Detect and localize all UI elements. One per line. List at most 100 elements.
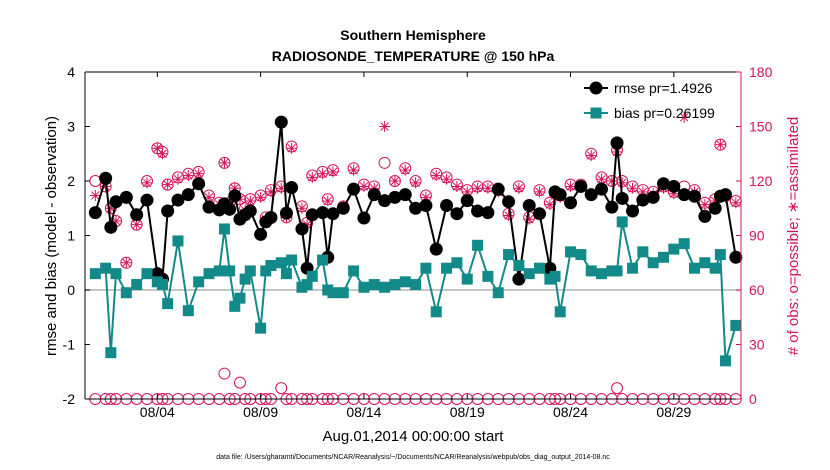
y2-tick-label: 150	[749, 119, 773, 135]
bias-point	[110, 268, 122, 280]
bias-point	[534, 262, 546, 274]
rmse-point	[646, 190, 660, 204]
bias-point	[162, 298, 174, 310]
rmse-point	[553, 188, 567, 202]
bias-point	[668, 243, 680, 255]
obs_assimilated-asterisk-stroke	[401, 165, 410, 175]
bias-point	[265, 259, 277, 271]
obs_assimilated-asterisk-stroke	[380, 122, 389, 131]
obs_assimilated-point	[120, 257, 132, 269]
bias-point	[156, 279, 168, 291]
obs_assimilated-asterisk-stroke	[359, 182, 369, 191]
rmse-point	[140, 193, 154, 207]
obs_assimilated-point	[399, 164, 411, 176]
bias-point	[131, 279, 143, 291]
rmse-point	[279, 206, 293, 220]
rmse-point	[610, 136, 624, 150]
y-axis-label: rmse and bias (model - observation)	[43, 116, 60, 356]
bias-point	[358, 281, 370, 293]
axes: 08/04 08/09 08/14 08/19 08/24 08/29 -2 -1 0 1 2 3 4 0…	[63, 64, 773, 420]
obs_assimilated-asterisk-stroke	[473, 184, 482, 193]
obs_assimilated-point	[503, 210, 515, 222]
bias-point	[317, 254, 329, 266]
obs_assimilated-point	[162, 179, 174, 191]
rmse-point	[161, 204, 175, 218]
rmse-point	[228, 189, 242, 203]
bias-point	[430, 306, 442, 318]
bias-point	[275, 257, 287, 269]
rmse-point	[564, 196, 578, 210]
obs_assimilated-point	[513, 182, 525, 194]
obs_assimilated-asterisk-stroke	[153, 144, 162, 153]
bias-point	[105, 347, 117, 359]
obs_assimilated-point	[379, 121, 391, 132]
y-tick-label: 3	[67, 119, 75, 135]
bias-point	[627, 262, 639, 274]
obs_assimilated-point	[585, 150, 597, 162]
obs_assimilated-asterisk-stroke	[308, 173, 317, 182]
rmse-point	[181, 188, 195, 202]
obs_assimilated-asterisk-stroke	[504, 211, 513, 220]
rmse-point	[316, 206, 330, 220]
obs_assimilated-asterisk-stroke	[731, 198, 741, 208]
bias-point	[203, 268, 215, 280]
rmse-point	[677, 188, 691, 202]
obs_assimilated-asterisk-stroke	[617, 178, 627, 188]
obs_assimilated-asterisk-stroke	[132, 220, 141, 229]
rmse-point	[688, 189, 702, 203]
rmse-point	[533, 207, 547, 221]
rmse-point	[104, 220, 118, 234]
bias-point	[301, 279, 313, 291]
bias-point	[239, 273, 251, 285]
rmse-point	[636, 193, 650, 207]
bias-point	[565, 246, 577, 258]
chart-subtitle: RADIOSONDE_TEMPERATURE @ 150 hPa	[272, 48, 555, 64]
rmse-point	[264, 211, 278, 225]
rmse-point	[719, 188, 733, 202]
legend-bias-label: bias pr=0.26199	[614, 105, 715, 121]
obs_assimilated-asterisk-stroke	[452, 182, 462, 191]
obs_assimilated-point	[389, 175, 401, 187]
bias-point	[280, 268, 292, 280]
bias-point	[730, 319, 742, 331]
obs_assimilated-asterisk-stroke	[390, 176, 400, 186]
obs_assimilated-asterisk-stroke	[535, 187, 544, 197]
bias-point	[461, 273, 473, 285]
obs_assimilated-asterisk-stroke	[483, 184, 493, 193]
obs_assimilated-asterisk-stroke	[462, 187, 472, 197]
obs_assimilated-point	[714, 139, 726, 151]
obs_assimilated-point	[534, 186, 546, 198]
rmse-point	[254, 227, 268, 241]
obs_assimilated-point	[544, 199, 556, 211]
obs_assimilated-point	[317, 168, 329, 180]
obs_assimilated-point	[296, 202, 308, 214]
y2-tick-label: 180	[749, 64, 773, 80]
obs_assimilated-point	[451, 180, 463, 192]
rmse-point	[388, 190, 402, 204]
rmse-point	[295, 222, 309, 236]
bias-point	[637, 246, 649, 258]
bias-point	[585, 265, 597, 277]
bias-point	[492, 287, 504, 299]
obs_assimilated-asterisk-stroke	[142, 178, 152, 188]
obs_assimilated-point	[131, 219, 143, 231]
rmse-point	[378, 194, 392, 208]
rmse-point	[367, 188, 381, 202]
rmse-point	[202, 200, 216, 214]
y-tick-label: -2	[63, 391, 76, 407]
rmse-point	[347, 182, 361, 196]
obs_assimilated-point	[193, 168, 205, 180]
bias-point	[647, 257, 659, 269]
y2-tick-label: 0	[749, 391, 757, 407]
obs_bottom_possible-point	[275, 382, 288, 395]
obs_assimilated-asterisk-stroke	[297, 204, 307, 213]
obs_assimilated-asterisk-stroke	[277, 184, 286, 193]
bias-point	[399, 276, 411, 288]
rmse-point	[326, 207, 340, 221]
obs_assimilated-asterisk-stroke	[349, 165, 358, 175]
obs_assimilated-asterisk-stroke	[246, 196, 255, 206]
bias-point	[714, 249, 726, 261]
rmse-point	[491, 182, 505, 196]
bias-point	[611, 265, 623, 277]
